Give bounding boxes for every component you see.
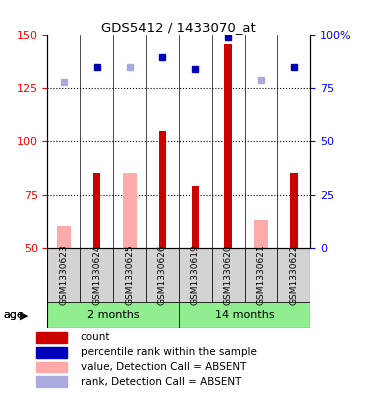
Bar (146, 248, 179, 302)
Text: GSM1330625: GSM1330625 (125, 245, 134, 305)
Bar (36, 362, 67, 372)
Bar (36, 376, 67, 387)
Text: GSM1330622: GSM1330622 (289, 245, 298, 305)
Text: GSM1330623: GSM1330623 (59, 245, 68, 305)
Bar (179, 248, 212, 302)
Text: GSM1330619: GSM1330619 (191, 244, 200, 305)
Text: 14 months: 14 months (215, 310, 274, 320)
Text: value, Detection Call = ABSENT: value, Detection Call = ABSENT (81, 362, 246, 372)
Bar (290, 173, 297, 248)
Bar (245, 248, 277, 302)
Bar (47, 302, 179, 328)
Bar (159, 131, 166, 248)
Bar (179, 302, 310, 328)
Bar (254, 220, 268, 248)
Text: GSM1330621: GSM1330621 (257, 245, 265, 305)
Text: rank, Detection Call = ABSENT: rank, Detection Call = ABSENT (81, 377, 241, 387)
Text: age: age (4, 310, 24, 320)
Text: percentile rank within the sample: percentile rank within the sample (81, 347, 257, 357)
Text: 2 months: 2 months (87, 310, 139, 320)
Bar (57, 226, 71, 248)
Text: age: age (4, 310, 24, 320)
Bar (123, 173, 137, 248)
Bar (47, 248, 80, 302)
Bar (113, 248, 146, 302)
Text: count: count (81, 332, 110, 342)
Bar (277, 248, 310, 302)
Text: GSM1330624: GSM1330624 (92, 245, 101, 305)
Text: GSM1330620: GSM1330620 (224, 245, 233, 305)
Text: ▶: ▶ (20, 310, 28, 320)
Bar (93, 173, 100, 248)
Bar (192, 186, 199, 248)
Text: GSM1330626: GSM1330626 (158, 245, 167, 305)
Title: GDS5412 / 1433070_at: GDS5412 / 1433070_at (101, 21, 256, 34)
Bar (36, 332, 67, 343)
Bar (36, 347, 67, 358)
Bar (212, 248, 245, 302)
Bar (80, 248, 113, 302)
Bar (224, 44, 232, 248)
